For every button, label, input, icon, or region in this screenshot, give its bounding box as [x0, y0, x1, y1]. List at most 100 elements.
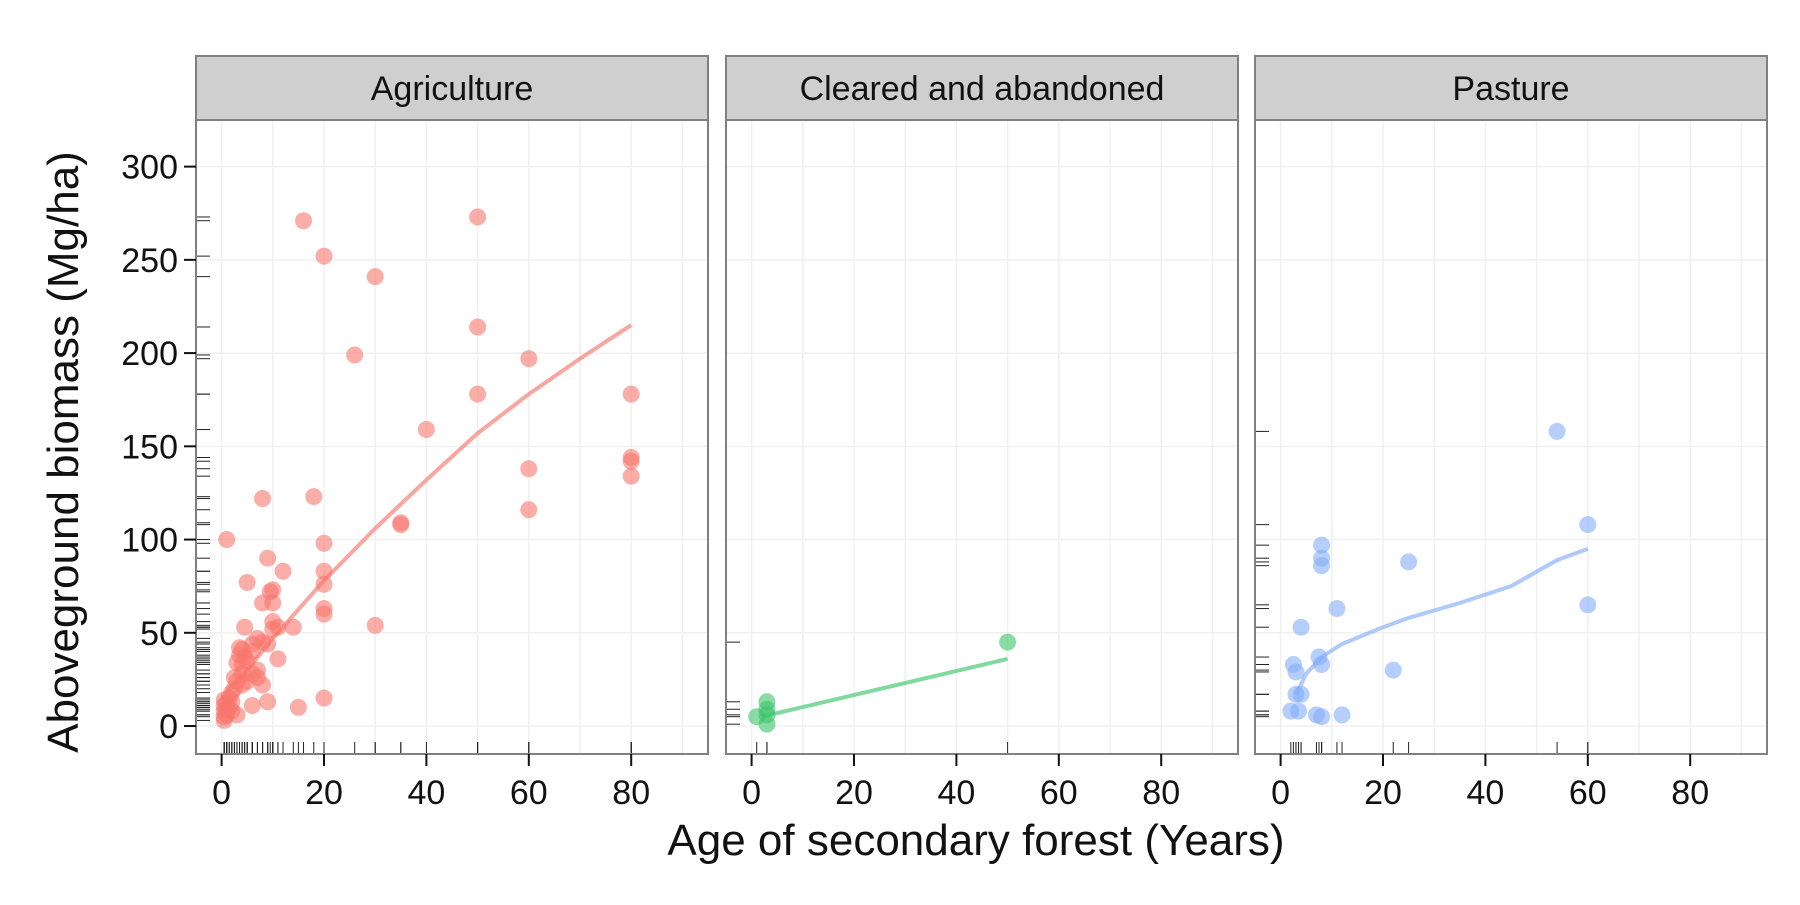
strip-label: Cleared and abandoned [800, 70, 1165, 108]
x-tick-label: 20 [835, 774, 873, 812]
data-point [1333, 706, 1351, 724]
data-point [1290, 702, 1308, 720]
data-point [1384, 661, 1402, 679]
data-point [295, 212, 313, 230]
panel-frame [725, 119, 1239, 755]
rug-marks [1255, 430, 1589, 754]
data-points [215, 208, 640, 729]
x-tick-label: 60 [510, 774, 548, 812]
panel-cleared-and-abandoned: Cleared and abandoned 0 20 40 60 80 [725, 55, 1239, 812]
strip-header [195, 55, 709, 121]
x-tick-label: 80 [1671, 774, 1709, 812]
x-tick-label: 60 [1569, 774, 1607, 812]
x-tick-label: 0 [742, 774, 761, 812]
data-point [417, 421, 435, 439]
data-point [305, 488, 323, 506]
data-point [366, 616, 384, 634]
fit-line [220, 323, 633, 700]
y-tick-label: 250 [121, 242, 178, 280]
data-point [999, 633, 1017, 651]
data-point [254, 676, 272, 694]
data-point [1313, 708, 1331, 726]
fit-line [1294, 547, 1589, 696]
panel-frame [195, 119, 709, 755]
data-points [748, 633, 1017, 733]
data-point [1548, 422, 1566, 440]
data-point [315, 247, 333, 265]
data-point [269, 650, 287, 668]
x-tick-label: 0 [212, 774, 231, 812]
data-point [289, 698, 307, 716]
data-point [259, 549, 277, 567]
y-tick-label: 300 [121, 149, 178, 187]
data-point [228, 706, 246, 724]
rug-marks [196, 216, 632, 754]
data-point [622, 385, 640, 403]
data-point [274, 562, 292, 580]
data-point [469, 208, 487, 226]
fit-line [761, 656, 1009, 719]
data-point [315, 600, 333, 618]
data-point [315, 575, 333, 593]
data-point [254, 490, 272, 508]
data-point [264, 581, 282, 599]
panel-pasture: Pasture 0 20 40 60 80 [1254, 55, 1768, 812]
panel-agriculture: Agriculture 0 20 40 60 80 [195, 55, 709, 812]
y-axis-tick-labels: 0 50 100 150 200 250 300 [121, 149, 196, 746]
strip-header [725, 55, 1239, 121]
data-point [315, 689, 333, 707]
y-tick-label: 200 [121, 335, 178, 373]
panel-frame [1254, 119, 1768, 755]
strip-label: Pasture [1452, 70, 1569, 108]
y-axis-title: Aboveground biomass (Mg/ha) [39, 151, 88, 753]
x-axis-title: Age of secondary forest (Years) [667, 816, 1284, 865]
data-point [366, 268, 384, 286]
data-point [520, 501, 538, 519]
data-point [259, 693, 277, 711]
data-point [269, 618, 287, 636]
data-point [1313, 536, 1331, 554]
x-tick-label: 60 [1040, 774, 1078, 812]
data-point [1287, 663, 1305, 681]
data-point [1579, 596, 1597, 614]
data-point [469, 385, 487, 403]
x-tick-label: 40 [407, 774, 445, 812]
strip-header [1254, 55, 1768, 121]
data-point [1292, 618, 1310, 636]
data-point [758, 693, 776, 711]
data-point [346, 346, 364, 364]
data-point [469, 318, 487, 336]
data-point [218, 531, 236, 549]
x-tick-label: 20 [1364, 774, 1402, 812]
data-points [1282, 422, 1597, 726]
data-point [622, 467, 640, 485]
data-point [622, 449, 640, 467]
y-tick-label: 150 [121, 428, 178, 466]
y-tick-label: 50 [140, 615, 178, 653]
x-tick-label: 20 [305, 774, 343, 812]
data-point [1328, 600, 1346, 618]
data-point [236, 618, 254, 636]
data-point [1400, 553, 1418, 571]
data-point [520, 350, 538, 368]
x-tick-label: 0 [1271, 774, 1290, 812]
data-point [315, 534, 333, 552]
data-point [520, 460, 538, 478]
rug-marks [726, 641, 1009, 754]
y-tick-label: 100 [121, 522, 178, 560]
x-tick-label: 40 [937, 774, 975, 812]
x-tick-label: 80 [612, 774, 650, 812]
x-tick-label: 40 [1466, 774, 1504, 812]
data-point [1313, 549, 1331, 567]
data-point [243, 697, 261, 715]
strip-label: Agriculture [371, 70, 534, 108]
data-point [1579, 516, 1597, 534]
data-point [392, 514, 410, 532]
data-point [264, 594, 282, 612]
x-tick-label: 80 [1142, 774, 1180, 812]
y-tick-label: 0 [159, 708, 178, 746]
data-point [238, 573, 256, 591]
